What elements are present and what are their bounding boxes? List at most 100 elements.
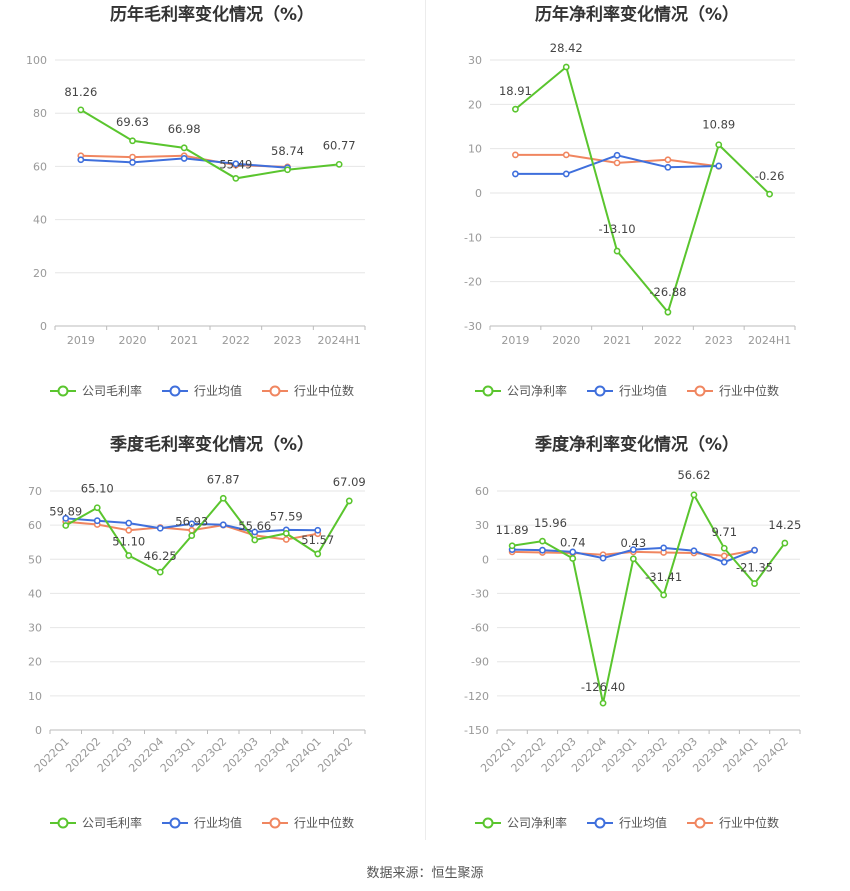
- data-point-avg: [569, 548, 577, 556]
- x-tick-label: 2019: [501, 334, 529, 347]
- data-point-median: [125, 526, 133, 534]
- legend-swatch-marker: [694, 817, 706, 829]
- y-tick-label: 10: [468, 143, 482, 156]
- y-tick-label: 20: [28, 656, 42, 669]
- y-tick-label: -30: [471, 587, 489, 600]
- data-point-company: [62, 522, 70, 529]
- data-label: 57.59: [270, 509, 303, 523]
- x-tick-label: 2022: [654, 334, 682, 347]
- data-label: -126.40: [581, 680, 625, 694]
- y-tick-label: -60: [471, 622, 489, 635]
- panel-divider: [425, 0, 426, 840]
- data-point-avg: [664, 163, 672, 171]
- y-tick-label: 30: [475, 519, 489, 532]
- legend-label: 行业中位数: [719, 815, 779, 830]
- legend-swatch-marker: [57, 385, 69, 397]
- legend-item-avg: 行业均值: [162, 383, 242, 398]
- legend-label: 公司毛利率: [82, 815, 142, 830]
- y-tick-label: -20: [464, 276, 482, 289]
- data-point-avg: [180, 155, 188, 162]
- annual-net-margin-chart: 历年净利率变化情况（%） -30 -20 -10 0 10 20 30 2019 2020 2021…: [425, 0, 850, 430]
- legend-swatch-marker: [169, 817, 181, 829]
- y-tick-label: 40: [33, 214, 47, 227]
- legend-item-company: 公司毛利率: [50, 383, 142, 398]
- data-label: 28.42: [550, 41, 583, 55]
- legend-swatch-marker: [594, 385, 606, 397]
- data-point-company: [613, 247, 621, 255]
- y-tick-label: 100: [26, 54, 47, 67]
- data-point-company: [314, 550, 322, 558]
- y-tick-label: 60: [475, 485, 489, 498]
- data-point-company: [781, 539, 789, 547]
- data-label: 51.57: [301, 533, 334, 547]
- y-tick-label: 30: [28, 622, 42, 635]
- y-tick-label: 40: [28, 587, 42, 600]
- chart-title: 季度净利率变化情况（%）: [535, 434, 739, 455]
- data-point-avg: [512, 170, 519, 178]
- data-label: 69.63: [116, 115, 149, 129]
- data-label: 0.74: [560, 535, 586, 549]
- data-point-company: [125, 552, 133, 559]
- x-tick-label: 2019: [67, 334, 95, 347]
- data-point-median: [720, 552, 728, 560]
- x-tick-label: 2020: [552, 334, 580, 347]
- data-point-company: [720, 544, 728, 552]
- x-tick-label: 2021: [170, 334, 198, 347]
- legend-item-median: 行业中位数: [687, 815, 779, 830]
- data-point-company: [77, 106, 85, 114]
- data-label: 59.89: [49, 505, 82, 519]
- data-point-avg: [599, 554, 607, 562]
- x-tick-label: 2024Q2: [315, 735, 355, 775]
- data-point-company: [345, 497, 353, 505]
- legend-swatch-marker: [57, 817, 69, 829]
- legend-item-median: 行业中位数: [262, 815, 354, 830]
- data-label: 0.43: [621, 536, 647, 550]
- quarterly-net-margin-chart: 季度净利率变化情况（%） -150 -120 -90 -60 -30 0 30 60 2022Q1…: [425, 430, 850, 860]
- legend-label: 行业中位数: [294, 383, 354, 398]
- legend-label: 行业均值: [194, 815, 242, 830]
- data-point-company: [715, 141, 723, 149]
- data-point-company: [512, 105, 519, 113]
- y-tick-label: 20: [468, 98, 482, 111]
- data-point-median: [664, 156, 672, 164]
- data-point-avg: [93, 517, 101, 525]
- data-label: -13.10: [599, 222, 636, 236]
- data-point-median: [512, 151, 519, 159]
- y-tick-label: 50: [28, 553, 42, 566]
- y-tick-label: 60: [28, 519, 42, 532]
- chart-title: 历年净利率变化情况（%）: [535, 4, 739, 25]
- data-point-avg: [539, 546, 546, 554]
- data-point-median: [613, 159, 621, 167]
- annual-net-margin-svg: 历年净利率变化情况（%） -30 -20 -10 0 10 20 30 2019 2020 2021…: [464, 4, 796, 398]
- data-point-company: [93, 504, 101, 512]
- legend-swatch-marker: [269, 385, 281, 397]
- y-tick-label: 20: [33, 267, 47, 280]
- data-point-avg: [715, 162, 723, 170]
- data-point-company: [562, 63, 570, 71]
- legend-item-median: 行业中位数: [262, 383, 354, 398]
- data-point-avg: [660, 544, 668, 552]
- legend-item-company: 公司净利率: [475, 815, 567, 830]
- legend-item-avg: 行业均值: [162, 815, 242, 830]
- chart-title: 季度毛利率变化情况（%）: [110, 434, 314, 455]
- legend-item-company: 公司毛利率: [50, 815, 142, 830]
- x-tick-label: 2024H1: [318, 334, 361, 347]
- quarterly-gross-margin-svg: 季度毛利率变化情况（%）0102030405060702022Q12022Q22…: [28, 434, 366, 830]
- legend-item-median: 行业中位数: [687, 383, 779, 398]
- legend-swatch-marker: [694, 385, 706, 397]
- legend-item-avg: 行业均值: [587, 383, 667, 398]
- data-point-avg: [629, 546, 637, 554]
- data-point-company: [766, 190, 773, 198]
- data-point-avg: [188, 520, 196, 528]
- data-point-company: [156, 568, 164, 576]
- y-tick-label: 70: [28, 485, 42, 498]
- data-point-avg: [62, 514, 70, 522]
- y-tick-label: 60: [33, 160, 47, 173]
- data-label: 67.09: [333, 475, 366, 489]
- data-point-avg: [251, 528, 259, 536]
- series-line-company: [511, 492, 786, 704]
- data-point-company: [751, 580, 758, 587]
- data-point-avg: [562, 170, 570, 178]
- data-label: 67.87: [207, 472, 240, 486]
- data-label: 10.89: [702, 118, 735, 132]
